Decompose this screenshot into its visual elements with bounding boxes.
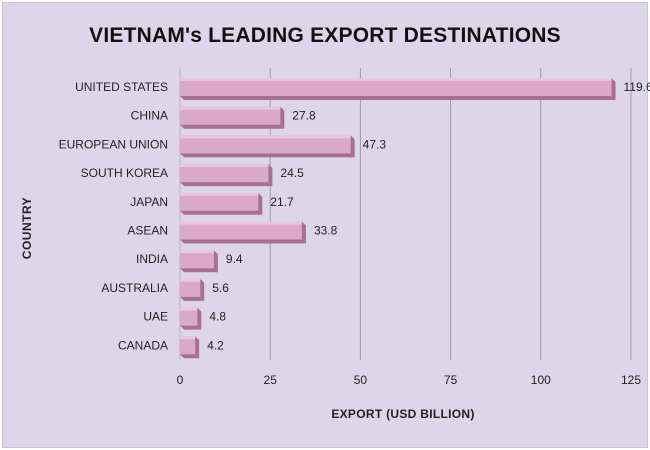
- value-label: 119.6: [624, 80, 650, 94]
- value-label: 5.6: [212, 281, 229, 295]
- value-label: 27.8: [292, 109, 316, 123]
- bar: [180, 250, 218, 273]
- x-tick-label: 0: [177, 373, 184, 387]
- category-labels: UNITED STATES CHINA EUROPEAN UNION SOUTH KO…: [59, 80, 168, 352]
- value-label: 21.7: [270, 195, 294, 209]
- x-axis-label: EXPORT (USD BILLION): [331, 407, 475, 421]
- x-tick-label: 125: [621, 373, 641, 387]
- x-tick-label: 50: [354, 373, 368, 387]
- value-label: 4.2: [207, 338, 224, 352]
- value-labels: 119.6 27.8 47.3 24.5 21.7 33.8 9.4 5.6 4.8 4.2: [207, 80, 650, 352]
- bars: [180, 78, 616, 359]
- category-label: INDIA: [136, 252, 168, 266]
- x-tick-label: 25: [264, 373, 278, 387]
- x-tick-labels: 0 25 50 75 100 125: [177, 373, 642, 387]
- bar: [180, 192, 263, 215]
- category-label: EUROPEAN UNION: [59, 137, 168, 151]
- category-label: AUSTRALIA: [101, 281, 168, 295]
- category-label: ASEAN: [127, 224, 168, 238]
- value-label: 4.8: [209, 310, 226, 324]
- value-label: 47.3: [363, 137, 387, 151]
- bar: [180, 278, 205, 301]
- bar: [180, 164, 273, 187]
- chart-title: VIETNAM's LEADING EXPORT DESTINATIONS: [89, 24, 561, 47]
- value-label: 33.8: [314, 224, 338, 238]
- category-label: JAPAN: [130, 195, 168, 209]
- bar: [180, 221, 306, 244]
- bar: [180, 307, 202, 330]
- category-label: SOUTH KOREA: [81, 166, 168, 180]
- x-tick-label: 75: [444, 373, 458, 387]
- category-label: UAE: [143, 310, 168, 324]
- category-label: CHINA: [131, 109, 168, 123]
- bar: [180, 336, 200, 359]
- value-label: 9.4: [226, 252, 243, 266]
- bar: [180, 78, 616, 100]
- x-tick-label: 100: [531, 373, 551, 387]
- bar: [180, 135, 355, 158]
- category-label: UNITED STATES: [75, 80, 168, 94]
- category-label: CANADA: [118, 338, 168, 352]
- value-label: 24.5: [280, 166, 304, 180]
- bar: [180, 106, 285, 129]
